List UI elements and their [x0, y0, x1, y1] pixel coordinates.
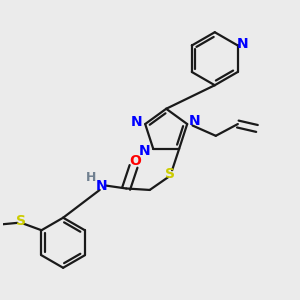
Text: O: O — [129, 154, 141, 168]
Text: S: S — [16, 214, 26, 228]
Text: N: N — [237, 37, 249, 51]
Text: S: S — [165, 167, 175, 181]
Text: N: N — [189, 114, 200, 128]
Text: N: N — [95, 178, 107, 193]
Text: H: H — [86, 171, 96, 184]
Text: N: N — [139, 144, 151, 158]
Text: N: N — [131, 115, 143, 129]
